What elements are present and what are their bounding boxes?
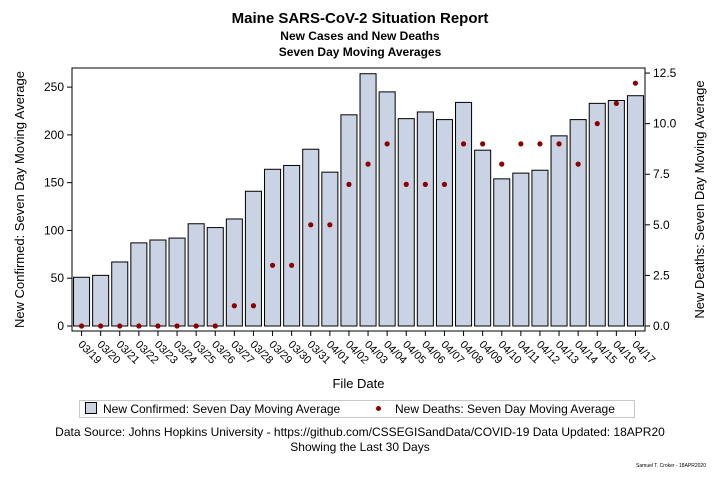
bar — [626, 95, 644, 327]
y-tick-label: 150 — [44, 176, 64, 190]
bar — [607, 99, 625, 327]
bar — [493, 178, 511, 327]
death-dot — [632, 80, 639, 86]
y2-tick-label: 10.0 — [653, 117, 677, 131]
death-dot — [193, 323, 199, 329]
death-dot — [155, 323, 161, 329]
y2-axis-title: New Deaths: Seven Day Moving Average — [692, 80, 707, 318]
bar — [187, 223, 205, 327]
y2-tick-label: 7.5 — [653, 167, 670, 181]
chart-legend: New Confirmed: Seven Day Moving Average … — [79, 400, 635, 418]
y-axis-title: New Confirmed: Seven Day Moving Average — [12, 71, 27, 328]
bar — [225, 218, 243, 327]
death-dot — [136, 323, 142, 329]
y-tick-label: 250 — [44, 80, 64, 94]
bar — [531, 169, 549, 327]
y2-tick-label: 0.0 — [653, 319, 670, 333]
death-dot — [575, 161, 581, 167]
death-dot — [289, 262, 295, 268]
death-dot — [346, 181, 352, 187]
legend-dot-swatch — [376, 406, 381, 411]
death-dot — [499, 161, 505, 167]
death-dot — [537, 141, 543, 147]
y-tick-label: 200 — [44, 128, 64, 142]
bar — [283, 164, 301, 327]
bar — [359, 73, 377, 327]
bar — [264, 168, 282, 327]
bar — [302, 148, 320, 327]
death-dot — [518, 141, 524, 147]
death-dot — [78, 323, 85, 329]
bar — [416, 111, 434, 327]
y-tick-label: 100 — [44, 223, 64, 237]
bar — [111, 261, 129, 327]
chart-area: 0501001502002500.02.55.07.510.012.503/19… — [12, 66, 707, 391]
death-dot — [384, 141, 390, 147]
death-dot — [613, 100, 619, 107]
death-dot — [403, 181, 409, 187]
death-dot — [269, 262, 276, 268]
bar — [206, 227, 224, 327]
bar — [435, 119, 453, 327]
death-dot — [594, 121, 600, 127]
death-dot — [212, 323, 218, 329]
bar — [455, 101, 473, 327]
author-credit: Samuel T. Croker - 18APR2020 — [636, 463, 706, 469]
bar — [92, 274, 110, 327]
bar — [244, 190, 262, 327]
legend-item-deaths: New Deaths: Seven Day Moving Average — [376, 402, 615, 416]
bar — [569, 119, 587, 327]
x-axis-title: File Date — [332, 376, 384, 391]
death-dot — [308, 222, 314, 228]
death-dot — [441, 181, 448, 187]
chart-subtitle-1: New Cases and New Deaths — [280, 29, 440, 43]
bar — [340, 114, 358, 327]
bar — [512, 172, 530, 327]
death-dot — [327, 222, 333, 228]
plot-frame — [71, 67, 646, 332]
y2-tick-label: 5.0 — [653, 218, 670, 232]
bar — [378, 91, 396, 327]
y2-tick-label: 12.5 — [653, 66, 677, 80]
y2-tick-label: 2.5 — [653, 268, 670, 282]
y-tick-label: 50 — [51, 271, 65, 285]
bar — [397, 118, 415, 327]
bar — [73, 276, 91, 327]
time-window-note: Showing the Last 30 Days — [290, 440, 430, 454]
legend-item-cases: New Confirmed: Seven Day Moving Average — [85, 402, 340, 416]
legend-bar-swatch — [85, 402, 97, 414]
bar — [588, 102, 606, 327]
bar — [168, 237, 186, 327]
death-dot — [250, 303, 257, 309]
death-dot — [98, 323, 104, 329]
legend-label-deaths: New Deaths: Seven Day Moving Average — [395, 402, 615, 416]
death-dot — [174, 323, 180, 329]
data-source-note: Data Source: Johns Hopkins University - … — [55, 425, 665, 439]
bar — [474, 149, 492, 327]
death-dot — [556, 141, 562, 147]
death-dot — [117, 323, 123, 329]
chart-subtitle-2: Seven Day Moving Averages — [278, 45, 442, 59]
death-dot — [460, 141, 467, 147]
bar — [321, 171, 339, 327]
bar — [130, 242, 148, 327]
death-dot — [365, 161, 371, 167]
death-dot — [480, 141, 486, 147]
bar — [550, 135, 568, 327]
legend-label-cases: New Confirmed: Seven Day Moving Average — [103, 402, 341, 416]
chart-title: Maine SARS-CoV-2 Situation Report — [231, 10, 489, 27]
y-tick-label: 0 — [57, 319, 64, 333]
death-dot — [422, 181, 428, 187]
bar — [149, 239, 167, 327]
death-dot — [231, 303, 237, 309]
